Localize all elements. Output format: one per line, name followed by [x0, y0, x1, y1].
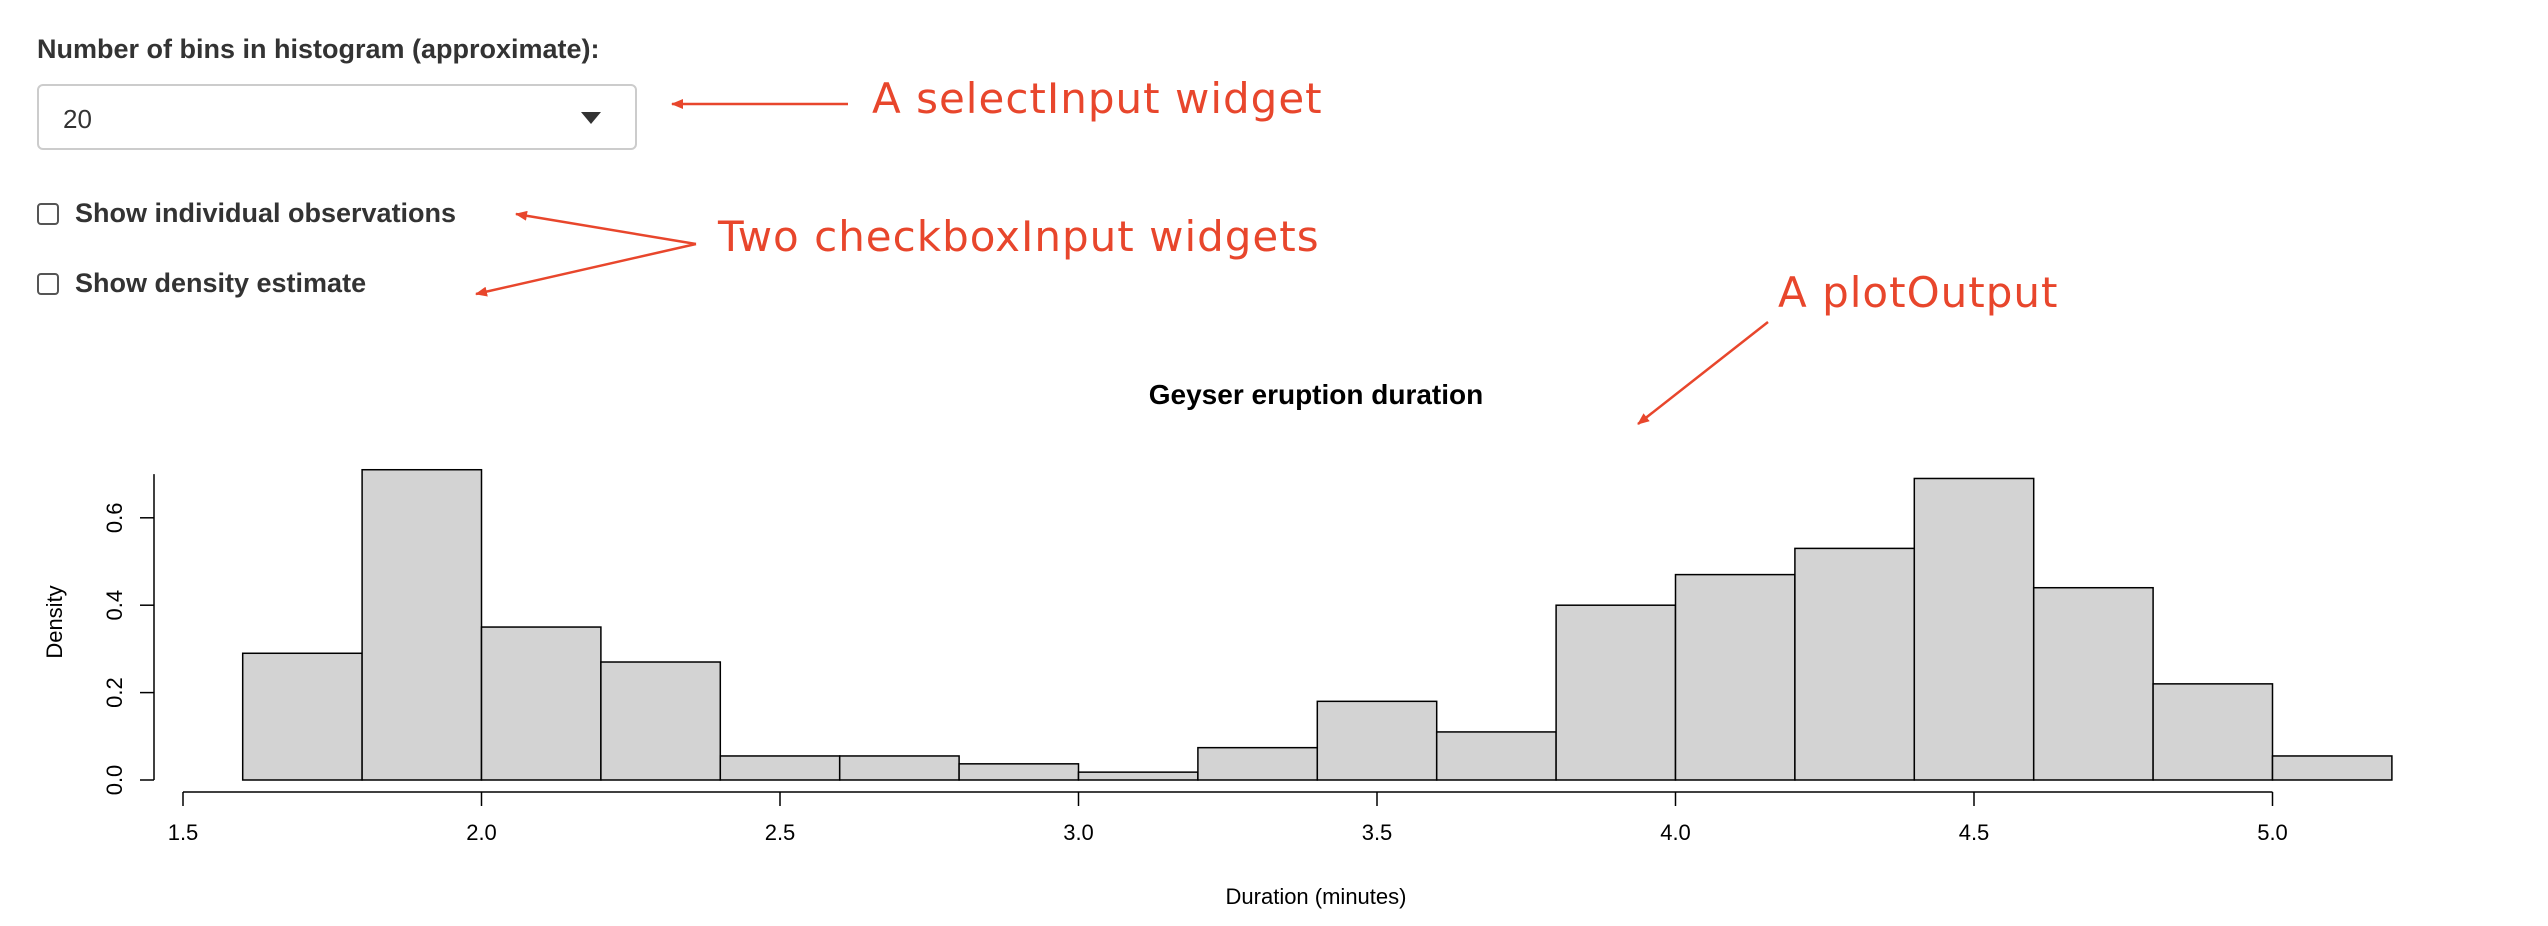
histogram-bar: [1197, 746, 1319, 781]
chevron-down-icon[interactable]: [581, 112, 601, 124]
bins-select-input[interactable]: 20: [37, 84, 637, 150]
histogram-bar: [241, 652, 363, 781]
annotation-arrow-checkbox-2: [475, 242, 697, 297]
histogram-bar: [1674, 573, 1796, 781]
x-tick-label: 3.5: [1362, 820, 1393, 845]
histogram-bar: [1435, 731, 1557, 781]
histogram-bar: [480, 626, 602, 781]
select-input-label: Number of bins in histogram (approximate…: [37, 34, 600, 64]
checkbox-icon[interactable]: [37, 272, 59, 295]
show-density-label[interactable]: Show density estimate: [75, 268, 367, 298]
x-tick-label: 2.0: [466, 820, 497, 845]
histogram-bar: [838, 755, 960, 781]
show-observations-label[interactable]: Show individual observations: [75, 198, 457, 228]
x-axis-label: Duration (minutes): [1226, 884, 1407, 909]
y-axis-label: Density: [42, 585, 67, 658]
show-observations-checkbox[interactable]: Show individual observations: [37, 198, 456, 229]
histogram-bar: [1794, 547, 1916, 781]
histogram-bar: [1316, 700, 1438, 781]
histogram-bar: [600, 661, 722, 781]
histogram-bar: [958, 763, 1080, 781]
histogram-bar: [719, 755, 841, 781]
show-density-checkbox[interactable]: Show density estimate: [37, 268, 366, 299]
annotation-select-input: A selectInput widget: [872, 74, 1323, 123]
x-tick-label: 2.5: [765, 820, 796, 845]
annotation-checkbox-inputs: Two checkboxInput widgets: [718, 212, 1320, 261]
annotation-arrow-plot: [1637, 321, 1769, 425]
select-current-value: 20: [63, 104, 92, 134]
x-tick-label: 5.0: [2257, 820, 2288, 845]
y-tick-label: 0.0: [102, 765, 127, 796]
x-axis: 1.5 2.0 2.5 3.0 3.5 4.0 4.5 5.0: [168, 791, 2288, 845]
annotation-plot-output: A plotOutput: [1778, 268, 2059, 317]
x-tick-label: 3.0: [1063, 820, 1094, 845]
x-tick-label: 4.0: [1660, 820, 1691, 845]
y-tick-label: 0.4: [102, 590, 127, 621]
x-tick-label: 4.5: [1959, 820, 1990, 845]
histogram-bar: [1077, 771, 1199, 781]
histogram-bar: [2271, 755, 2393, 781]
annotation-arrow-checkbox-1: [515, 210, 697, 246]
histogram-bar: [361, 468, 483, 781]
histogram-bar: [2152, 683, 2274, 781]
y-tick-label: 0.6: [102, 503, 127, 534]
histogram-bars: [241, 468, 2393, 781]
chart-title: Geyser eruption duration: [1149, 379, 1484, 410]
x-tick-label: 1.5: [168, 820, 199, 845]
histogram-bar: [1555, 604, 1677, 781]
histogram-bar: [1913, 477, 2035, 781]
y-axis: 0.0 0.2 0.4 0.6: [102, 474, 155, 796]
histogram-bar: [2032, 586, 2154, 781]
checkbox-icon[interactable]: [37, 202, 59, 225]
y-tick-label: 0.2: [102, 677, 127, 708]
